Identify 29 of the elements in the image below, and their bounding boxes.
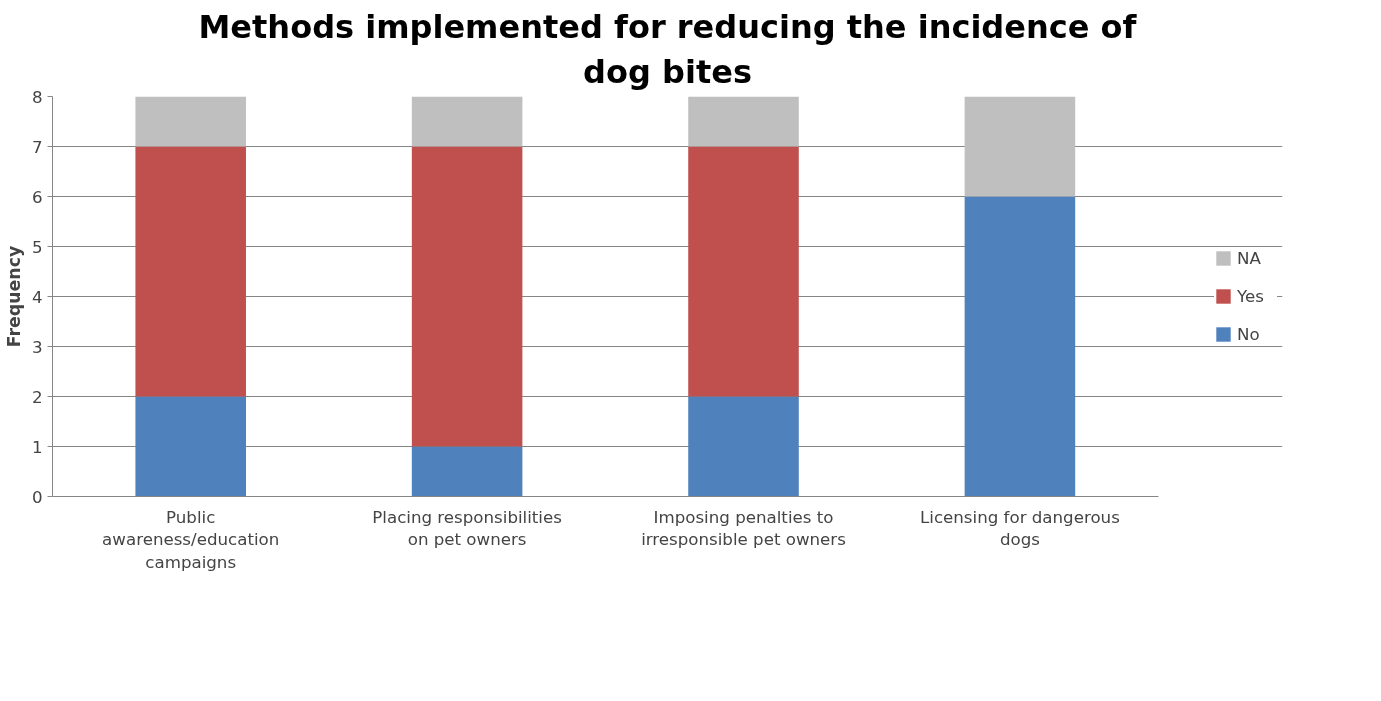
bar	[135, 396, 246, 497]
y-tick-label: 0	[31, 487, 43, 507]
y-tick-label: 3	[31, 337, 43, 357]
bar	[135, 96, 246, 147]
bar	[411, 96, 523, 147]
legend-label: No	[1237, 324, 1261, 344]
bar	[135, 146, 246, 397]
legend-label: NA	[1237, 248, 1262, 268]
legend-label: Yes	[1237, 286, 1265, 306]
x-tick-label: Placing responsibilities on pet owners	[372, 507, 562, 550]
bar	[411, 146, 523, 447]
y-tick-label: 8	[31, 87, 43, 107]
chart-title: Methods implemented for reducing the incidence of dog bites	[198, 7, 1138, 92]
y-tick-label: 5	[31, 237, 43, 257]
y-tick-label: 1	[31, 437, 43, 457]
bar	[688, 96, 799, 147]
y-axis-title: Frequency	[3, 245, 24, 348]
y-tick-label: 4	[31, 287, 43, 307]
x-tick-label: Licensing for dangerous dogs	[919, 507, 1120, 550]
bar	[411, 446, 523, 497]
bar	[688, 396, 799, 497]
x-tick-label: Public awareness/education campaigns	[102, 507, 280, 573]
x-tick-label: Imposing penalties to irresponsible pet owners	[641, 507, 846, 550]
bar	[688, 146, 799, 397]
y-tick-label: 2	[31, 387, 43, 407]
bar	[964, 196, 1076, 497]
y-tick-label: 6	[31, 187, 43, 207]
bar	[964, 96, 1076, 197]
y-tick-label: 7	[31, 137, 43, 157]
